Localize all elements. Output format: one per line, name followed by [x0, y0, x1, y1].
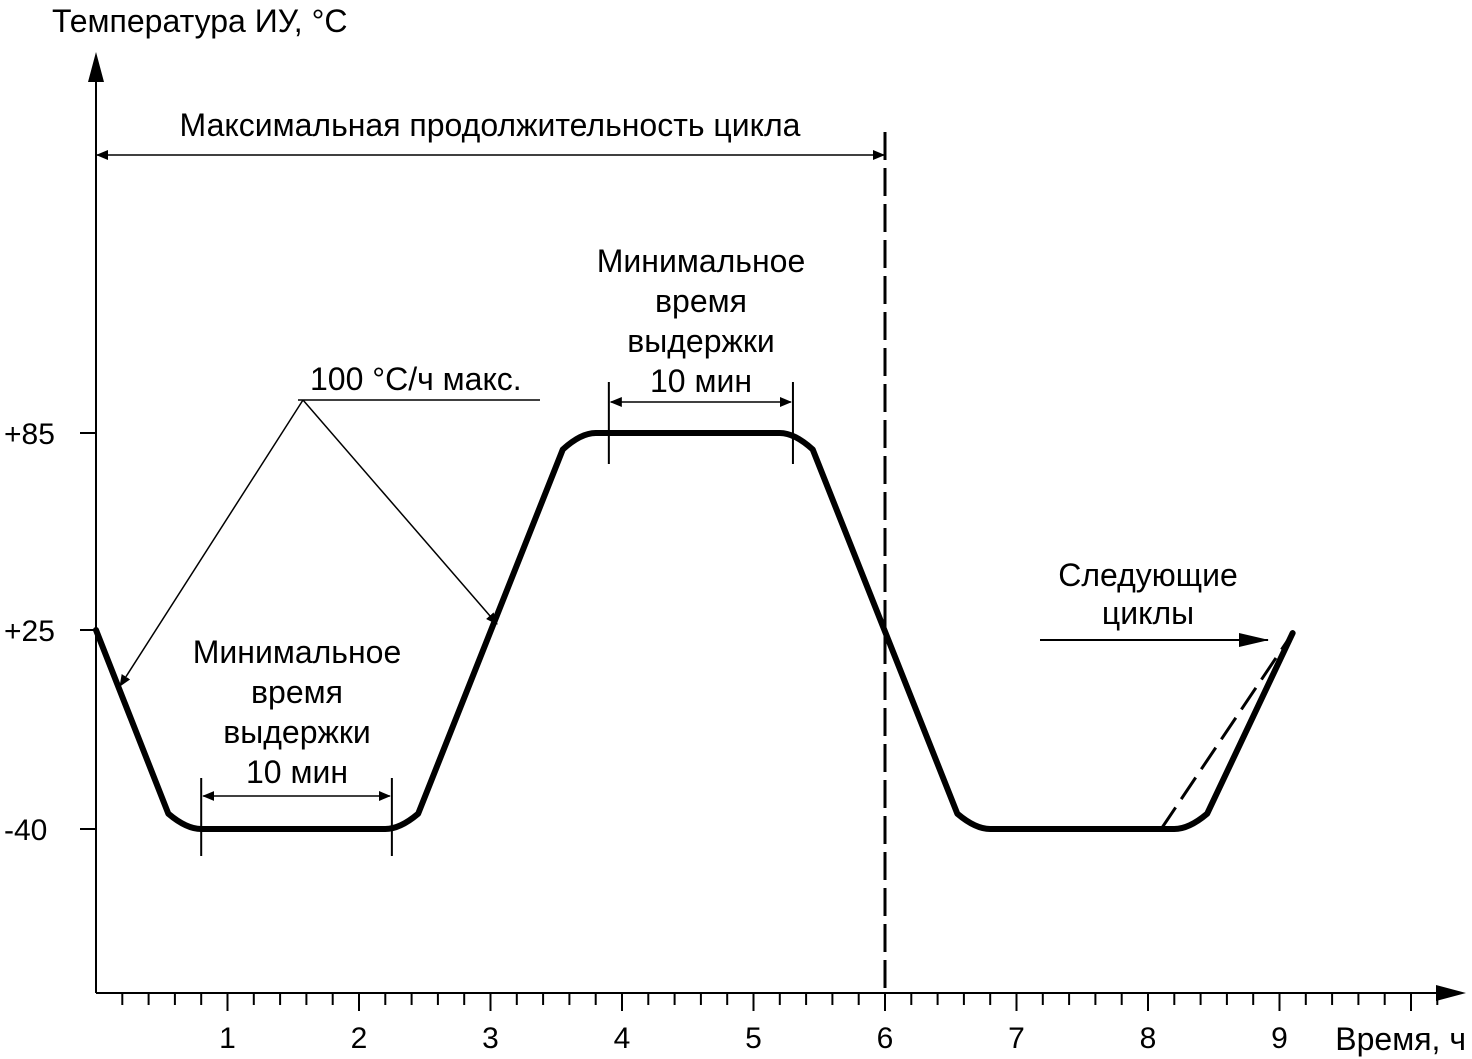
y-axis-arrow [88, 52, 104, 82]
dwell-high-line-4: 10 мин [650, 363, 752, 399]
dwell-low-line-2: время [251, 674, 343, 710]
next-cycles-line-2: циклы [1102, 595, 1194, 631]
dwell-low-line-3: выдержки [223, 714, 371, 750]
dwell-high-line-1: Минимальное [597, 243, 805, 279]
temperature-profile-line [93, 430, 1296, 832]
ramp-rate-label: 100 °С/ч макс. [310, 361, 522, 397]
x-tick-label: 8 [1140, 1022, 1157, 1055]
x-axis-arrow [1436, 985, 1466, 1001]
next-cycle-dashed-line [1159, 632, 1294, 830]
next-cycles-line-1: Следующие [1058, 557, 1238, 593]
x-tick-label: 3 [482, 1022, 499, 1055]
dwell-low-annotation: Минимальное время выдержки 10 мин [193, 634, 401, 856]
x-tick-label: 9 [1271, 1022, 1288, 1055]
x-tick-label: 2 [351, 1022, 368, 1055]
x-tick-label: 7 [1008, 1022, 1025, 1055]
y-axis-ticks: +85 +25 -40 [4, 418, 96, 847]
y-tick-label: -40 [4, 814, 47, 847]
x-tick-label: 1 [219, 1022, 236, 1055]
dwell-low-line-4: 10 мин [246, 754, 348, 790]
ramp-rate-pointer-up [302, 399, 498, 625]
y-tick-label: +85 [4, 418, 55, 451]
x-tick-label: 6 [877, 1022, 894, 1055]
ramp-rate-pointer-down [119, 399, 304, 687]
dwell-high-line-3: выдержки [627, 323, 775, 359]
x-tick-label: 4 [614, 1022, 631, 1055]
x-tick-label: 5 [745, 1022, 762, 1055]
dwell-low-line-1: Минимальное [193, 634, 401, 670]
max-cycle-label: Максимальная продолжительность цикла [180, 107, 801, 143]
dwell-high-annotation: Минимальное время выдержки 10 мин [597, 243, 805, 464]
dwell-high-line-2: время [655, 283, 747, 319]
y-tick-label: +25 [4, 615, 55, 648]
x-axis-ticks: 1 2 3 4 5 6 7 8 9 [121, 993, 1439, 1055]
x-axis-label: Время, ч [1335, 1021, 1466, 1057]
y-axis-label: Температура ИУ, °С [52, 3, 347, 39]
